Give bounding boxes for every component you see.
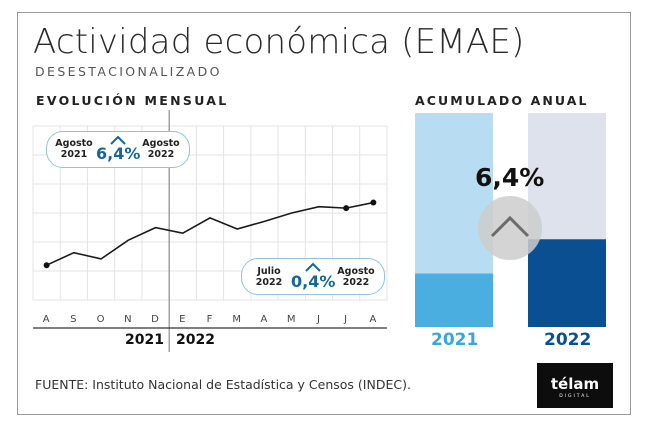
- monthly-section-title: EVOLUCIÓN MENSUAL: [36, 93, 229, 108]
- logo-name: télam: [550, 375, 600, 393]
- axis-year-2021: 2021: [125, 332, 164, 348]
- x-tick-label: J: [316, 314, 321, 325]
- axis-year-2022: 2022: [176, 332, 215, 348]
- source-note: FUENTE: Instituto Nacional de Estadístic…: [35, 377, 411, 392]
- x-tick-label: S: [70, 314, 77, 325]
- bar-2022: [528, 239, 606, 327]
- x-tick-label: J: [343, 314, 348, 325]
- x-tick-label: A: [369, 314, 377, 325]
- page-subtitle: DESESTACIONALIZADO: [35, 64, 222, 79]
- bar-year-label-2022: 2022: [544, 330, 592, 350]
- annual-change-value: 6,4%: [475, 163, 545, 192]
- badge-left-label: Julio 2022: [255, 266, 283, 288]
- x-tick-label: A: [261, 314, 269, 325]
- up-arrow-icon: [305, 262, 321, 272]
- x-tick-label: E: [179, 314, 186, 325]
- x-tick-label: F: [207, 314, 214, 325]
- x-tick-label: N: [124, 314, 132, 325]
- x-tick-label: M: [287, 314, 297, 325]
- bar-2021: [415, 273, 493, 327]
- series-line: [46, 201, 374, 266]
- chevron-up-icon: [490, 215, 530, 238]
- badge-right-label: Agosto 2022: [142, 138, 180, 160]
- up-chevron-badge: [478, 196, 542, 260]
- x-tick-label: O: [97, 314, 106, 325]
- up-arrow-icon: [110, 135, 126, 145]
- data-point: [370, 199, 377, 206]
- data-point: [43, 262, 50, 269]
- telam-logo: télam DIGITAL: [537, 363, 613, 408]
- badge-value: 0,4%: [291, 272, 336, 291]
- logo-tagline: DIGITAL: [559, 394, 591, 399]
- badge-right-label: Agosto 2022: [337, 266, 375, 288]
- bar-year-label-2021: 2021: [431, 330, 479, 350]
- data-point: [343, 205, 350, 212]
- change-badge-monthly: Julio 2022 0,4% Agosto 2022: [241, 258, 385, 295]
- page-title: Actividad económica (EMAE): [33, 22, 525, 62]
- x-tick-label: M: [232, 314, 242, 325]
- annual-section-title: ACUMULADO ANUAL: [415, 93, 589, 108]
- x-tick-label: D: [151, 314, 160, 325]
- x-tick-label: A: [43, 314, 51, 325]
- badge-left-label: Agosto 2021: [55, 138, 93, 160]
- change-badge-yearly: Agosto 2021 6,4% Agosto 2022: [46, 131, 190, 168]
- badge-value: 6,4%: [96, 144, 141, 163]
